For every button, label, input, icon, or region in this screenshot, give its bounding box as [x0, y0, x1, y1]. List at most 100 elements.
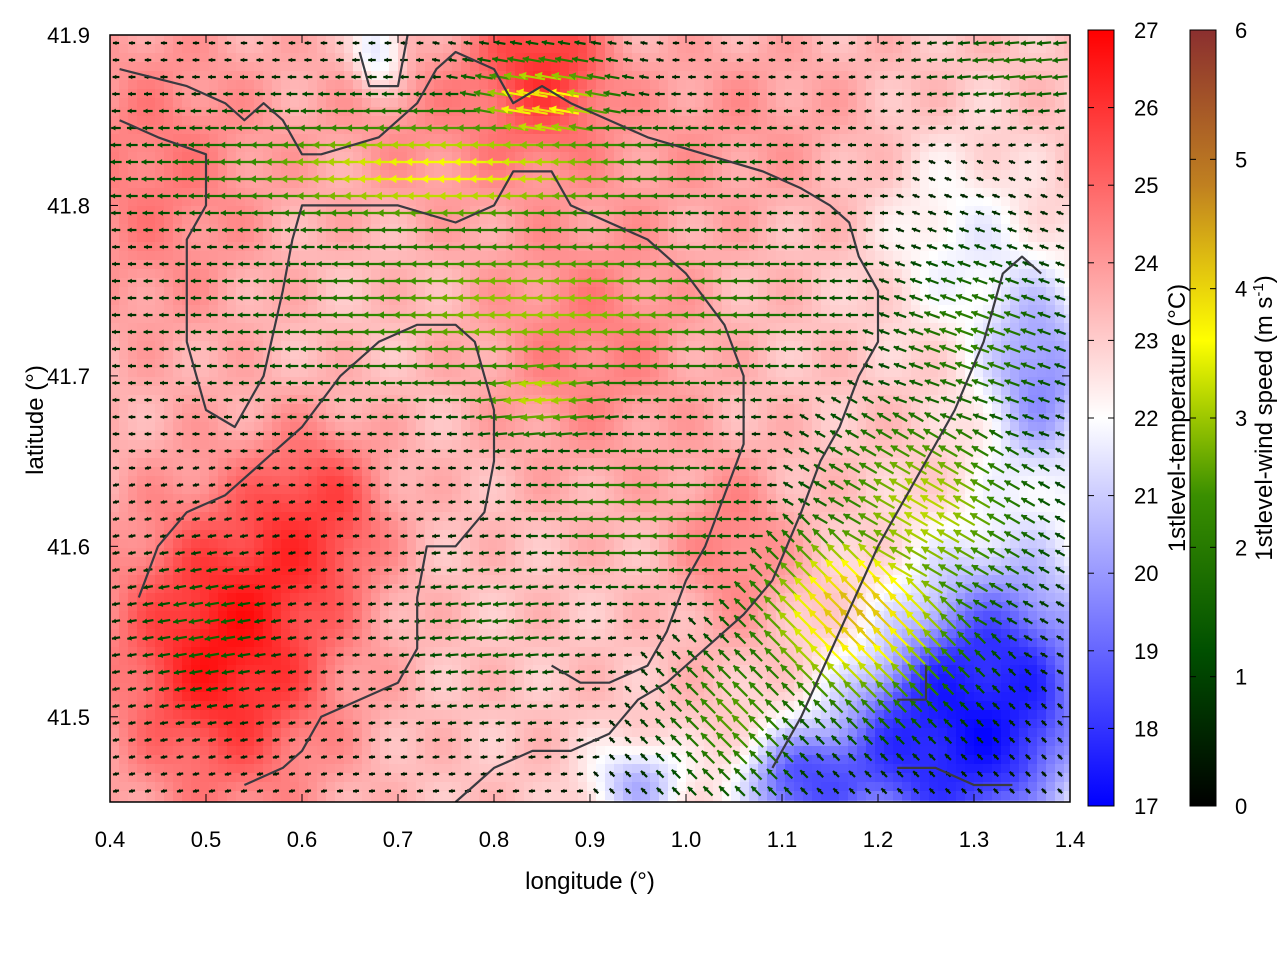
heatmap-cell — [299, 179, 309, 189]
heatmap-cell — [182, 215, 192, 225]
heatmap-cell — [254, 80, 264, 90]
heatmap-cell — [830, 332, 840, 342]
heatmap-cell — [1019, 197, 1029, 207]
heatmap-cell — [695, 188, 705, 198]
heatmap-cell — [983, 269, 993, 279]
heatmap-cell — [299, 62, 309, 72]
heatmap-cell — [614, 368, 624, 378]
heatmap-cell — [605, 170, 615, 180]
heatmap-cell — [596, 431, 606, 441]
heatmap-cell — [1064, 134, 1070, 144]
heatmap-cell — [281, 197, 291, 207]
heatmap-cell — [497, 98, 507, 108]
heatmap-cell — [290, 332, 300, 342]
heatmap-cell — [317, 269, 327, 279]
heatmap-cell — [155, 125, 165, 135]
heatmap-cell — [938, 251, 948, 261]
heatmap-cell — [389, 386, 399, 396]
heatmap-cell — [938, 161, 948, 171]
heatmap-cell — [506, 404, 516, 414]
heatmap-cell — [875, 107, 885, 117]
heatmap-cell — [281, 161, 291, 171]
heatmap-cell — [317, 368, 327, 378]
heatmap-cell — [173, 35, 183, 45]
heatmap-cell — [839, 377, 849, 387]
heatmap-cell — [452, 125, 462, 135]
heatmap-cell — [920, 269, 930, 279]
heatmap-cell — [173, 368, 183, 378]
heatmap-cell — [569, 188, 579, 198]
heatmap-cell — [956, 215, 966, 225]
heatmap-cell — [371, 98, 381, 108]
heatmap-cell — [830, 80, 840, 90]
heatmap-cell — [956, 161, 966, 171]
heatmap-cell — [785, 197, 795, 207]
heatmap-cell — [560, 35, 570, 45]
heatmap-cell — [434, 233, 444, 243]
heatmap-cell — [173, 116, 183, 126]
heatmap-cell — [182, 449, 192, 459]
heatmap-cell — [821, 233, 831, 243]
heatmap-cell — [371, 422, 381, 432]
heatmap-cell — [731, 98, 741, 108]
heatmap-cell — [659, 404, 669, 414]
heatmap-cell — [992, 269, 1002, 279]
heatmap-cell — [218, 44, 228, 54]
heatmap-cell — [623, 422, 633, 432]
heatmap-cell — [434, 80, 444, 90]
heatmap-cell — [1046, 80, 1056, 90]
heatmap-cell — [605, 215, 615, 225]
heatmap-cell — [992, 44, 1002, 54]
heatmap-cell — [371, 278, 381, 288]
heatmap-cell — [497, 170, 507, 180]
heatmap-cell — [488, 62, 498, 72]
heatmap-cell — [218, 350, 228, 360]
heatmap-cell — [1028, 215, 1038, 225]
heatmap-cell — [731, 368, 741, 378]
heatmap-cell — [128, 404, 138, 414]
heatmap-cell — [236, 269, 246, 279]
heatmap-cell — [857, 386, 867, 396]
heatmap-cell — [659, 368, 669, 378]
heatmap-cell — [191, 224, 201, 234]
heatmap-cell — [839, 143, 849, 153]
heatmap-cell — [713, 269, 723, 279]
heatmap-cell — [542, 53, 552, 63]
heatmap-cell — [209, 422, 219, 432]
heatmap-cell — [641, 53, 651, 63]
heatmap-cell — [380, 44, 390, 54]
heatmap-cell — [1028, 233, 1038, 243]
heatmap-cell — [173, 188, 183, 198]
heatmap-cell — [893, 71, 903, 81]
heatmap-cell — [650, 233, 660, 243]
heatmap-cell — [956, 98, 966, 108]
heatmap-cell — [875, 116, 885, 126]
heatmap-cell — [866, 80, 876, 90]
heatmap-cell — [911, 251, 921, 261]
heatmap-cell — [794, 89, 804, 99]
heatmap-cell — [515, 224, 525, 234]
heatmap-cell — [830, 269, 840, 279]
heatmap-cell — [290, 71, 300, 81]
heatmap-cell — [902, 404, 912, 414]
heatmap-cell — [821, 53, 831, 63]
heatmap-cell — [1001, 422, 1011, 432]
heatmap-cell — [920, 368, 930, 378]
heatmap-cell — [794, 215, 804, 225]
heatmap-cell — [560, 404, 570, 414]
heatmap-cell — [425, 188, 435, 198]
heatmap-cell — [137, 143, 147, 153]
heatmap-cell — [524, 80, 534, 90]
heatmap-cell — [920, 152, 930, 162]
heatmap-cell — [902, 395, 912, 405]
heatmap-cell — [245, 116, 255, 126]
heatmap-cell — [299, 143, 309, 153]
heatmap-cell — [308, 287, 318, 297]
heatmap-cell — [191, 197, 201, 207]
heatmap-cell — [173, 377, 183, 387]
heatmap-cell — [200, 152, 210, 162]
heatmap-cell — [515, 215, 525, 225]
heatmap-cell — [794, 422, 804, 432]
heatmap-cell — [173, 305, 183, 315]
heatmap-cell — [1046, 125, 1056, 135]
